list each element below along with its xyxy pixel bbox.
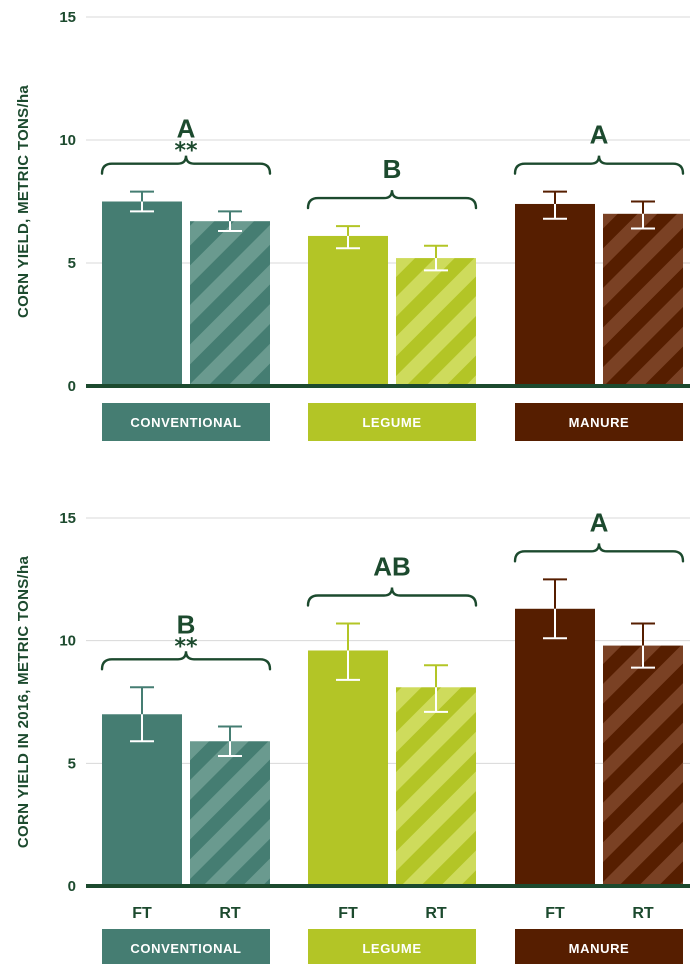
- significance-letter: B: [383, 154, 402, 184]
- group-bracket: [513, 543, 685, 563]
- x-tick-label: FT: [545, 905, 565, 922]
- y-tick-label: 5: [68, 255, 76, 272]
- error-bar: [424, 244, 448, 272]
- group-conventional: FT RT CONVENTIONAL **B: [100, 609, 272, 964]
- x-tick-label: FT: [132, 905, 152, 922]
- group-label-box: [515, 403, 683, 441]
- x-tick-label: FT: [338, 905, 358, 922]
- bar-manure-ft: [515, 203, 595, 386]
- bar-manure-rt: [603, 645, 683, 886]
- significance-letter: A: [590, 120, 609, 150]
- error-bar: [543, 578, 567, 640]
- bar-conventional-ft: [102, 201, 182, 386]
- y-tick-label: 10: [59, 633, 76, 650]
- group-label: MANURE: [569, 415, 630, 430]
- y-tick-label: 15: [59, 9, 76, 26]
- group-bracket: [306, 190, 478, 210]
- group-label: LEGUME: [362, 415, 421, 430]
- group-label: CONVENTIONAL: [130, 415, 241, 430]
- bar-manure-ft: [515, 608, 595, 886]
- group-label-box: [102, 403, 270, 441]
- y-tick-label: 5: [68, 755, 76, 772]
- error-bar: [631, 200, 655, 230]
- group-legume: FTRTLEGUMEB: [306, 154, 478, 441]
- bar-legume-rt: [396, 687, 476, 886]
- group-label-box: [102, 929, 270, 964]
- significance-letter: A: [590, 507, 609, 537]
- bar-manure-rt: [603, 213, 683, 386]
- significance-letter: A: [177, 114, 196, 144]
- error-bar: [631, 622, 655, 669]
- group-label-box: [515, 929, 683, 964]
- significance-letter: B: [177, 609, 196, 639]
- y-tick-label: 0: [68, 378, 76, 395]
- error-bar: [218, 210, 242, 233]
- error-bar: [543, 190, 567, 220]
- error-bar: [424, 664, 448, 713]
- chart-panel-bottom: 0 5 10 15 CORN YIELD IN 2016, METRIC TONS/ha…: [15, 507, 690, 964]
- group-bracket: [100, 155, 272, 175]
- error-bar: [130, 190, 154, 213]
- bar-legume-ft: [308, 235, 388, 386]
- significance-stars: **: [174, 139, 198, 164]
- error-bar: [336, 225, 360, 250]
- group-bracket: [100, 651, 272, 671]
- group-legume: FT RT LEGUME AB: [306, 551, 478, 964]
- significance-stars: **: [174, 634, 198, 659]
- group-bracket: [306, 587, 478, 607]
- bar-conventional-ft: [102, 714, 182, 886]
- bar-conventional-rt: [190, 741, 270, 886]
- group-bracket: [513, 155, 685, 175]
- y-tick-label: 0: [68, 878, 76, 895]
- error-bar: [336, 622, 360, 681]
- error-bar: [130, 686, 154, 743]
- y-axis-label: CORN YIELD, METRIC TONS/ha: [15, 85, 32, 318]
- group-label: CONVENTIONAL: [130, 941, 241, 956]
- group-manure: FT RT MANURE A: [513, 507, 685, 964]
- bar-legume-rt: [396, 258, 476, 386]
- x-tick-label: RT: [425, 905, 447, 922]
- group-label: LEGUME: [362, 941, 421, 956]
- group-label-box: [308, 929, 476, 964]
- bar-legume-ft: [308, 650, 388, 886]
- y-tick-label: 10: [59, 132, 76, 149]
- bar-conventional-rt: [190, 221, 270, 386]
- y-axis-label: CORN YIELD IN 2016, METRIC TONS/ha: [15, 556, 32, 849]
- error-bar: [218, 725, 242, 757]
- x-tick-label: RT: [219, 905, 241, 922]
- group-label-box: [308, 403, 476, 441]
- x-tick-label: RT: [632, 905, 654, 922]
- group-label: MANURE: [569, 941, 630, 956]
- significance-letter: AB: [373, 551, 411, 581]
- y-tick-label: 15: [59, 510, 76, 527]
